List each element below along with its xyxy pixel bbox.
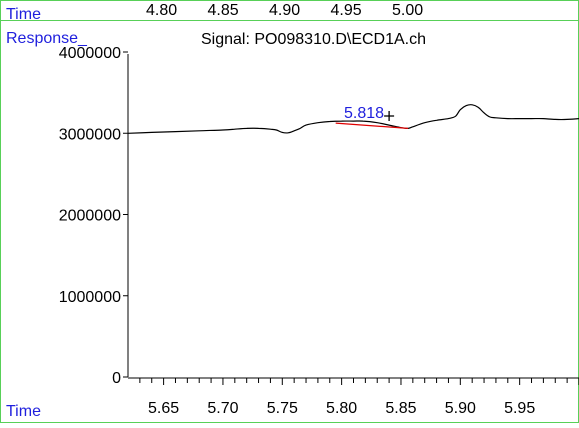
series-layer <box>127 104 579 134</box>
x-axis: 5.65 5.70 5.75 5.80 5.85 5.90 5.95 <box>128 377 579 417</box>
y-axis-label: Response_ <box>6 30 88 47</box>
y-tick-label: 2000000 <box>59 208 121 225</box>
top-axis-tick-label: 4.80 <box>146 2 177 19</box>
top-axis-tick-label: 4.95 <box>331 2 362 19</box>
y-tick-label: 0 <box>112 370 121 387</box>
peak-baseline <box>335 122 409 129</box>
x-tick-label: 5.80 <box>326 400 357 417</box>
x-tick-label: 5.70 <box>207 400 238 417</box>
x-tick-label: 5.85 <box>385 400 416 417</box>
peak-label: 5.818 <box>344 105 384 122</box>
top-axis-ticks: 4.80 4.85 4.90 4.95 5.00 <box>146 2 423 19</box>
peak-annotation: 5.818 <box>335 105 409 129</box>
x-axis-label: Time <box>6 403 41 420</box>
top-axis-tick-label: 5.00 <box>392 2 423 19</box>
top-axis-label: Time <box>6 6 41 23</box>
x-tick-label: 5.90 <box>445 400 476 417</box>
chart-title: Signal: PO098310.D\ECD1A.ch <box>201 31 426 48</box>
top-axis-tick-label: 4.90 <box>269 2 300 19</box>
y-axis: 0 1000000 2000000 3000000 4000000 <box>59 45 129 387</box>
top-axis-tick-label: 4.85 <box>208 2 239 19</box>
x-tick-label: 5.65 <box>148 400 179 417</box>
signal-trace <box>127 104 579 134</box>
y-tick-label: 3000000 <box>59 126 121 143</box>
x-tick-label: 5.75 <box>267 400 298 417</box>
x-tick-label: 5.95 <box>504 400 535 417</box>
y-tick-label: 1000000 <box>59 289 121 306</box>
y-tick-label: 4000000 <box>59 45 121 62</box>
